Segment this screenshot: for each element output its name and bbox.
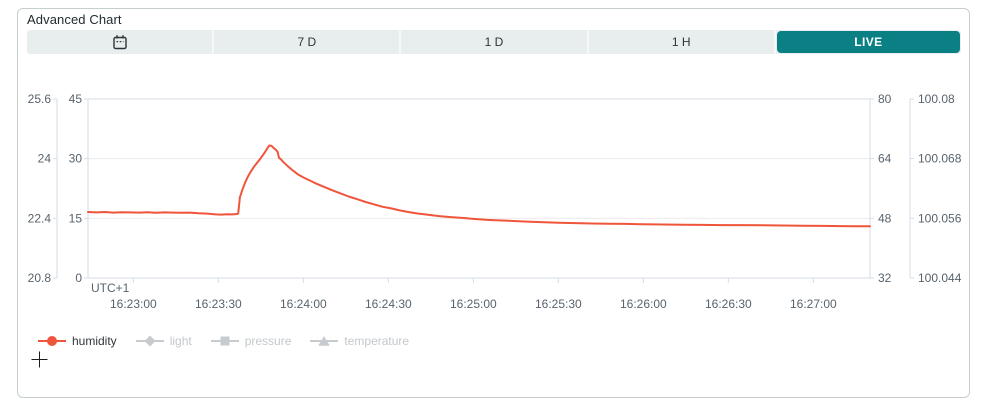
toolbar-button-label-7d: 7 D — [297, 35, 317, 49]
legend-item-pressure[interactable]: pressure — [210, 334, 292, 348]
pressure-tick-label: 100.056 — [918, 211, 962, 225]
toolbar-button-calendar[interactable] — [27, 30, 212, 54]
x-tick-label: 16:25:30 — [535, 297, 582, 311]
x-tick-label: 16:26:00 — [620, 297, 667, 311]
light-tick-label: 64 — [878, 152, 892, 166]
humidity-series-line — [87, 144, 871, 228]
plus-icon[interactable] — [30, 350, 48, 368]
x-tick-label: 16:23:00 — [110, 297, 157, 311]
x-tick-label: 16:24:00 — [280, 297, 327, 311]
toolbar-button-label-live: LIVE — [776, 31, 961, 53]
chart-legend: humidity light pressure temperature — [37, 333, 409, 349]
circle-marker-icon — [38, 336, 66, 346]
x-tick-label: 16:26:30 — [705, 297, 752, 311]
calendar-icon — [112, 35, 127, 50]
temperature-tick-label: 22.4 — [28, 211, 52, 225]
light-tick-label: 32 — [878, 271, 892, 285]
chart-canvas[interactable]: 25.6 24 22.4 20.8 45 30 15 0 80 64 48 32 100.08 100.0… — [18, 83, 969, 323]
legend-label-light: light — [169, 334, 192, 348]
time-range-toolbar: 7 D 1 D 1 H LIVE — [27, 30, 961, 54]
humidity-tick-label: 0 — [75, 271, 82, 285]
triangle-marker-icon — [310, 336, 339, 346]
legend-label-temperature: temperature — [344, 334, 410, 348]
x-tick-label: 16:24:30 — [365, 297, 412, 311]
humidity-tick-label: 30 — [69, 152, 83, 166]
legend-item-temperature[interactable]: temperature — [309, 334, 409, 348]
humidity-tick-label: 15 — [69, 211, 83, 225]
x-tick-label: 16:25:00 — [450, 297, 497, 311]
chart-area: 25.6 24 22.4 20.8 45 30 15 0 80 64 48 32 100.08 100.0… — [18, 83, 969, 323]
pressure-tick-label: 100.044 — [918, 271, 962, 285]
toolbar-button-1h[interactable]: 1 H — [586, 30, 774, 54]
x-axis-title: UTC+1 — [91, 281, 130, 295]
legend-label-humidity: humidity — [72, 334, 117, 348]
pressure-tick-label: 100.068 — [918, 152, 962, 166]
toolbar-button-label-1d: 1 D — [484, 35, 504, 49]
humidity-tick-label: 45 — [69, 92, 83, 106]
temperature-tick-label: 25.6 — [28, 92, 52, 106]
legend-item-light[interactable]: light — [135, 334, 192, 348]
light-tick-label: 48 — [878, 211, 892, 225]
plus-icon-glyph — [31, 351, 47, 367]
temperature-tick-label: 24 — [38, 152, 52, 166]
legend-label-pressure: pressure — [244, 334, 292, 348]
x-tick-label: 16:27:00 — [790, 297, 837, 311]
toolbar-button-live[interactable]: LIVE — [773, 30, 961, 54]
square-marker-icon — [210, 336, 239, 346]
toolbar-button-7d[interactable]: 7 D — [212, 30, 399, 54]
diamond-marker-icon — [135, 335, 164, 347]
legend-item-humidity[interactable]: humidity — [37, 334, 117, 348]
x-tick-label: 16:23:30 — [195, 297, 242, 311]
toolbar-button-label-1h: 1 H — [671, 35, 691, 49]
pressure-tick-label: 100.08 — [918, 92, 955, 106]
toolbar-button-1d[interactable]: 1 D — [399, 30, 586, 54]
card-title: Advanced Chart — [27, 12, 122, 27]
light-tick-label: 80 — [878, 92, 892, 106]
temperature-tick-label: 20.8 — [28, 271, 52, 285]
